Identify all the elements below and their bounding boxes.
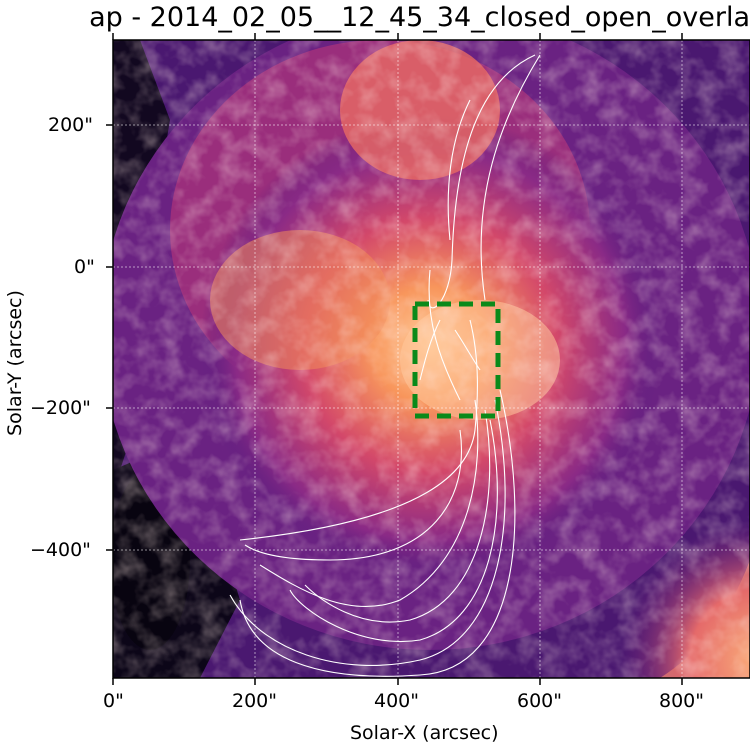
y-tick-label: 200" xyxy=(48,114,94,136)
x-tick-label: 600" xyxy=(517,690,563,712)
tick-marks xyxy=(106,33,683,685)
roi-box xyxy=(412,301,501,419)
x-tick-label: 400" xyxy=(374,690,420,712)
axes-frame xyxy=(112,39,750,679)
y-axis-label: Solar-Y (arcsec) xyxy=(4,290,26,436)
y-tick-label: −400" xyxy=(30,539,91,561)
field-lines xyxy=(229,54,541,677)
solar-image xyxy=(113,40,750,678)
y-tick-label: 0" xyxy=(74,256,95,278)
x-tick-label: 800" xyxy=(659,690,705,712)
x-tick-label: 0" xyxy=(103,690,124,712)
x-tick-label: 200" xyxy=(232,690,278,712)
y-tick-label: −200" xyxy=(30,397,91,419)
x-axis-label: Solar-X (arcsec) xyxy=(350,722,499,744)
plot-title: ap - 2014_02_05__12_45_34_closed_open_ov… xyxy=(89,2,750,33)
